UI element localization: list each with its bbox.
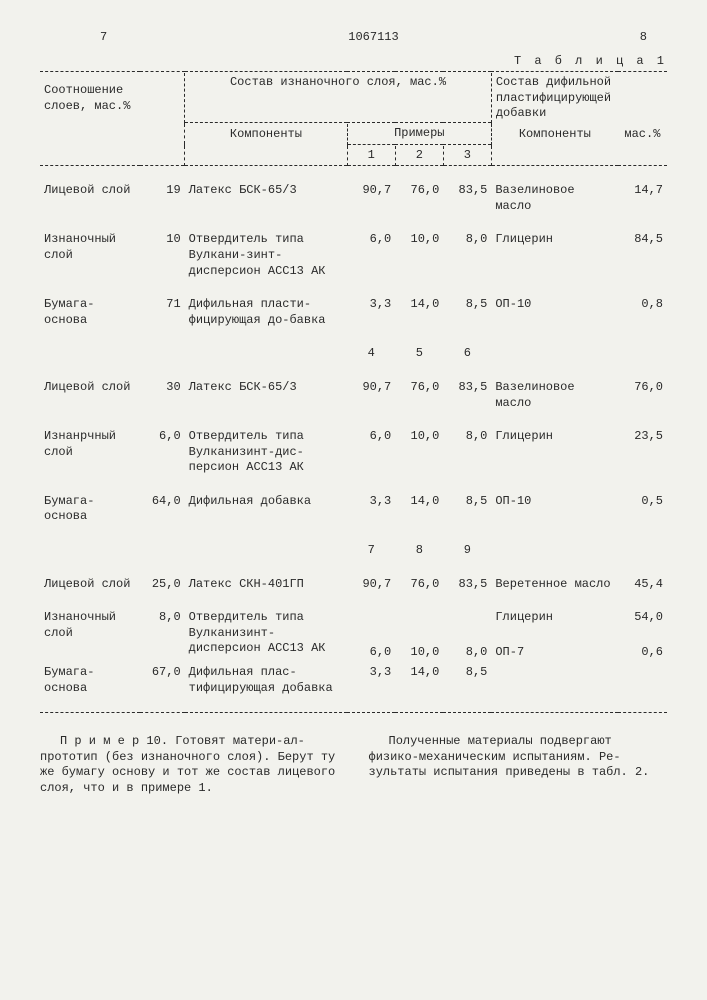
table-row: Изнанрчный слой 6,0 Отвердитель типа Вул…: [40, 427, 667, 478]
table-title: Т а б л и ц а 1: [40, 54, 667, 70]
table-row: Изнаночный слой 10 Отвердитель типа Вулк…: [40, 230, 667, 281]
hdr-dif-comp: Компоненты: [491, 124, 617, 146]
hdr-examples: Примеры: [347, 124, 491, 144]
footer-left: П р и м е р 10. Готовят матери-ал-протот…: [40, 734, 339, 796]
table-row: 6,0 10,0 8,0 ОП-7 0,6: [40, 643, 667, 663]
table-row: Бумага-основа 64,0 Дифильная добавка 3,3…: [40, 492, 667, 527]
hdr-dif: Состав дифильной пластифицирующей добавк…: [491, 73, 617, 124]
table-row: Изнаночный слой 8,0 Отвердитель типа Вул…: [40, 608, 667, 643]
footer-right: Полученные материалы подвергают физико-м…: [369, 734, 668, 796]
table-row: Бумага-основа 67,0 Дифильная плас-тифици…: [40, 663, 667, 698]
page-header: 7 1067113 8: [40, 30, 667, 46]
table-row: Бумага-основа 71 Дифильная пласти-фициру…: [40, 295, 667, 330]
hdr-dif-pct: мас.%: [618, 124, 667, 146]
example-header-row: 4 5 6: [40, 344, 667, 364]
table-row: Лицевой слой 30 Латекс БСК-65/3 90,7 76,…: [40, 378, 667, 413]
table-row: Лицевой слой 19 Латекс БСК-65/3 90,7 76,…: [40, 181, 667, 216]
table-row: Лицевой слой 25,0 Латекс СКН-401ГП 90,7 …: [40, 575, 667, 595]
ex3: 3: [443, 146, 491, 166]
hdr-iz: Состав изнаночного слоя, мас.%: [185, 73, 492, 122]
example-header-row: 7 8 9: [40, 541, 667, 561]
hdr-ratio: Соотношение слоев, мас.%: [40, 73, 140, 124]
doc-number: 1067113: [348, 30, 398, 46]
footer: П р и м е р 10. Готовят матери-ал-протот…: [40, 734, 667, 796]
hdr-components: Компоненты: [185, 124, 348, 146]
right-page-num: 8: [640, 30, 647, 46]
data-table: Соотношение слоев, мас.% Состав изнаночн…: [40, 71, 667, 714]
ex2: 2: [395, 146, 443, 166]
left-page-num: 7: [100, 30, 107, 46]
ex1: 1: [347, 146, 395, 166]
